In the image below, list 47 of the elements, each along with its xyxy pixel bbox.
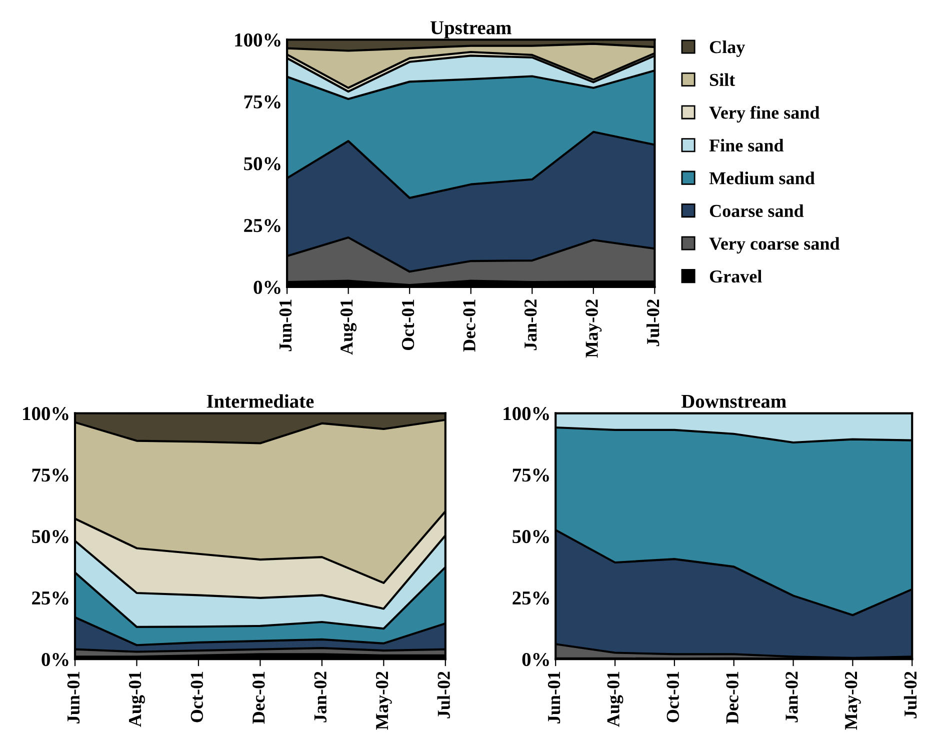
x-tick-label: Jun-01 bbox=[548, 672, 560, 724]
y-tick-label: 50% bbox=[512, 530, 549, 544]
x-tick-label: Jan-02 bbox=[524, 300, 537, 350]
x-tick-label: May-02 bbox=[586, 300, 602, 358]
y-tick-label: 50% bbox=[32, 530, 68, 544]
legend-label: Silt bbox=[710, 73, 736, 86]
chart-title: Upstream bbox=[430, 21, 512, 38]
legend-label: Clay bbox=[710, 40, 745, 57]
y-tick-label: 75% bbox=[512, 468, 549, 482]
x-tick-label: Jul-02 bbox=[904, 672, 917, 718]
x-tick-label: Dec-01 bbox=[463, 300, 476, 352]
y-tick-label: 0% bbox=[254, 280, 280, 294]
x-tick-label: Aug-01 bbox=[607, 672, 624, 727]
x-tick-label: Jul-02 bbox=[437, 672, 450, 718]
x-tick-label: Oct-01 bbox=[190, 672, 203, 722]
x-tick-label: Jul-02 bbox=[646, 300, 660, 346]
x-tick-label: Jun-01 bbox=[279, 300, 292, 352]
y-tick-label: 75% bbox=[244, 95, 280, 108]
chart-title: Intermediate bbox=[206, 394, 314, 408]
chart-title: Downstream bbox=[681, 394, 786, 408]
x-tick-label: Jun-01 bbox=[67, 672, 80, 724]
y-tick-label: 0% bbox=[522, 652, 549, 666]
legend-label: Very coarse sand bbox=[709, 237, 840, 254]
legend-label: Very fine sand bbox=[709, 106, 820, 123]
x-tick-label: Dec-01 bbox=[726, 672, 738, 724]
y-tick-label: 25% bbox=[244, 218, 280, 232]
y-tick-label: 50% bbox=[244, 157, 280, 170]
x-tick-label: Aug-01 bbox=[340, 300, 357, 355]
y-tick-label: 75% bbox=[32, 468, 68, 482]
y-tick-label: 100% bbox=[235, 33, 280, 47]
y-tick-label: 0% bbox=[42, 652, 68, 666]
y-tick-label: 100% bbox=[504, 407, 549, 420]
x-tick-label: Aug-01 bbox=[128, 672, 145, 727]
x-tick-label: May-02 bbox=[844, 672, 861, 730]
x-tick-label: May-02 bbox=[376, 672, 392, 730]
legend-label: Fine sand bbox=[709, 138, 784, 152]
legend-label: Medium sand bbox=[709, 172, 815, 184]
x-tick-label: Jan-02 bbox=[314, 672, 326, 722]
legend-label: Coarse sand bbox=[710, 204, 804, 218]
x-tick-label: Oct-01 bbox=[402, 300, 414, 350]
y-tick-label: 25% bbox=[512, 591, 549, 605]
x-tick-label: Jan-02 bbox=[786, 672, 798, 722]
x-tick-label: Oct-01 bbox=[666, 672, 679, 722]
x-tick-label: Dec-01 bbox=[252, 672, 265, 724]
y-tick-label: 100% bbox=[23, 407, 68, 420]
y-tick-label: 25% bbox=[32, 591, 68, 605]
legend-label: Gravel bbox=[710, 270, 762, 283]
